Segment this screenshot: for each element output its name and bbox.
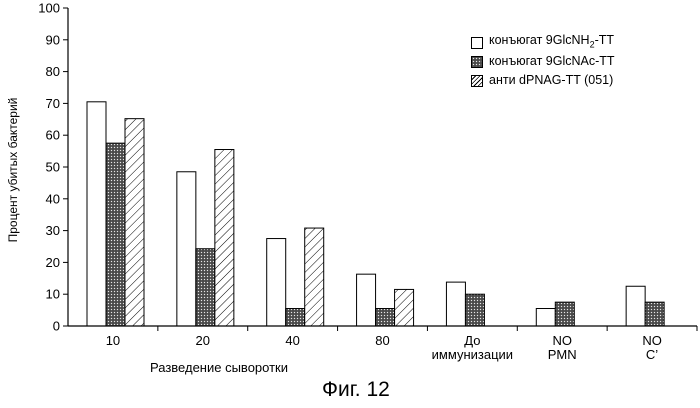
bar-9glcnh2-tt-4 xyxy=(357,274,376,326)
y-tick-label: 0 xyxy=(53,319,60,334)
x-tick-label: PMN xyxy=(548,347,577,362)
y-tick-label: 100 xyxy=(38,1,60,16)
bar-9glcnh2-tt-1 xyxy=(87,102,106,326)
y-tick-label: 20 xyxy=(46,255,60,270)
bars-layer xyxy=(87,102,664,326)
x-tick-label: 80 xyxy=(375,333,389,348)
bar-dpnag-tt-3 xyxy=(305,228,324,326)
bar-dpnag-tt-4 xyxy=(395,289,414,326)
bar-9glcnh2-tt-7 xyxy=(626,286,645,326)
bar-9glcnac-tt-5 xyxy=(465,294,484,326)
y-axis-label: Процент убитых бактерий xyxy=(6,98,20,243)
x-tick-label: 20 xyxy=(196,333,210,348)
bar-9glcnac-tt-4 xyxy=(376,309,395,326)
figure-caption: Фиг. 12 xyxy=(322,378,390,402)
bar-dpnag-tt-1 xyxy=(125,119,144,326)
y-tick-label: 90 xyxy=(46,32,60,47)
bar-9glcnh2-tt-5 xyxy=(446,282,465,326)
legend-label-9glcnh2-tt: конъюгат 9GlcNH2-TT xyxy=(489,31,614,55)
legend-swatch-hatched xyxy=(471,75,483,87)
y-tick-label: 70 xyxy=(46,96,60,111)
x-tick-label: NO xyxy=(642,333,662,348)
y-tick-label: 10 xyxy=(46,287,60,302)
legend-item-dpnag-tt: анти dPNAG-TT (051) xyxy=(471,71,615,90)
x-tick-label: иммунизации xyxy=(432,347,513,362)
bar-9glcnh2-tt-2 xyxy=(177,172,196,326)
bar-9glcnh2-tt-3 xyxy=(267,239,286,326)
legend-item-9glcnh2-tt: конъюгат 9GlcNH2-TT xyxy=(471,33,615,52)
bar-dpnag-tt-2 xyxy=(215,150,234,326)
bar-9glcnac-tt-3 xyxy=(286,309,305,326)
bar-9glcnac-tt-7 xyxy=(645,302,664,326)
x-axis-label: Разведение сыворотки xyxy=(150,360,288,375)
x-tick-label: NO xyxy=(552,333,572,348)
legend-item-9glcnac-tt: конъюгат 9GlcNAc-TT xyxy=(471,52,615,71)
y-tick-label: 30 xyxy=(46,223,60,238)
legend-swatch-dotted xyxy=(471,56,483,68)
bar-9glcnac-tt-2 xyxy=(196,249,215,326)
legend: конъюгат 9GlcNH2-TT конъюгат 9GlcNAc-TT … xyxy=(471,33,615,90)
x-tick-label: 40 xyxy=(285,333,299,348)
bar-9glcnh2-tt-6 xyxy=(536,309,555,326)
bar-9glcnac-tt-1 xyxy=(106,143,125,326)
legend-swatch-white xyxy=(471,37,483,49)
legend-label-9glcnac-tt: конъюгат 9GlcNAc-TT xyxy=(489,52,615,71)
x-tick-label: 10 xyxy=(106,333,120,348)
y-tick-label: 80 xyxy=(46,64,60,79)
y-tick-label: 50 xyxy=(46,160,60,175)
x-tick-label: C’ xyxy=(646,347,658,362)
bar-9glcnac-tt-6 xyxy=(555,302,574,326)
x-tick-label: До xyxy=(464,333,480,348)
y-tick-label: 60 xyxy=(46,128,60,143)
legend-label-dpnag-tt: анти dPNAG-TT (051) xyxy=(489,71,613,90)
y-tick-label: 40 xyxy=(46,191,60,206)
